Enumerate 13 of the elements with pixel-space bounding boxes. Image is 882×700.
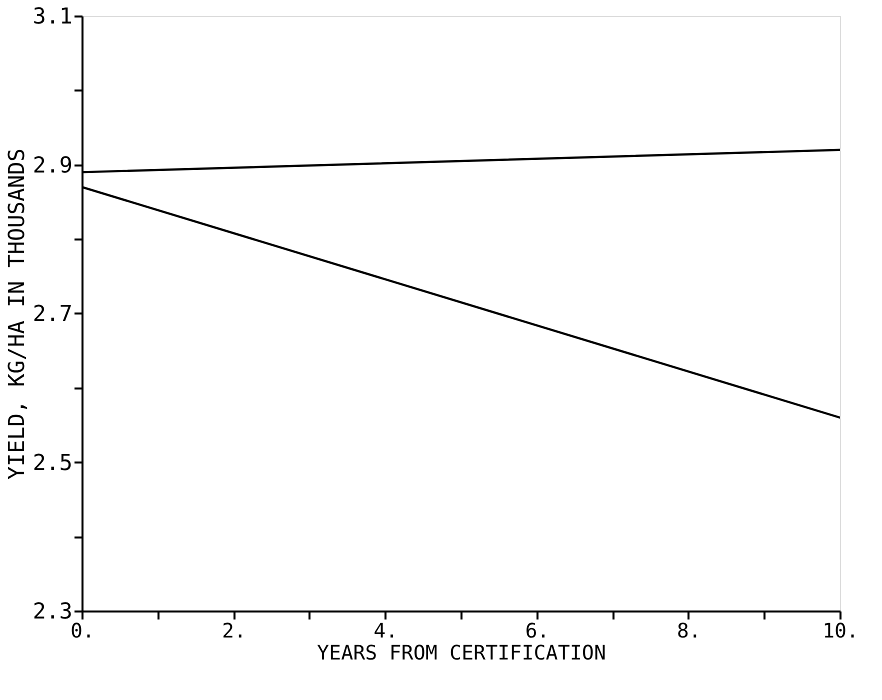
y-tick-label: 2.5 (32, 450, 72, 476)
x-tick-label: 6. (525, 618, 550, 642)
y-tick-label: 2.9 (32, 153, 72, 178)
y-axis-title: YIELD, KG/HA IN THOUSANDS (4, 148, 30, 480)
y-tick-label: 3.1 (32, 4, 72, 30)
y-tick-label: 2.3 (32, 600, 72, 624)
x-tick-label: 2. (222, 618, 246, 642)
x-axis-title: YEARS FROM CERTIFICATION (317, 640, 606, 664)
x-tick-label: 0. (70, 618, 95, 642)
y-tick-label: 2.7 (32, 302, 72, 327)
x-tick-label: 8. (676, 618, 701, 642)
x-tick-label: 4. (374, 618, 398, 642)
x-tick-label: 10. (822, 618, 859, 642)
